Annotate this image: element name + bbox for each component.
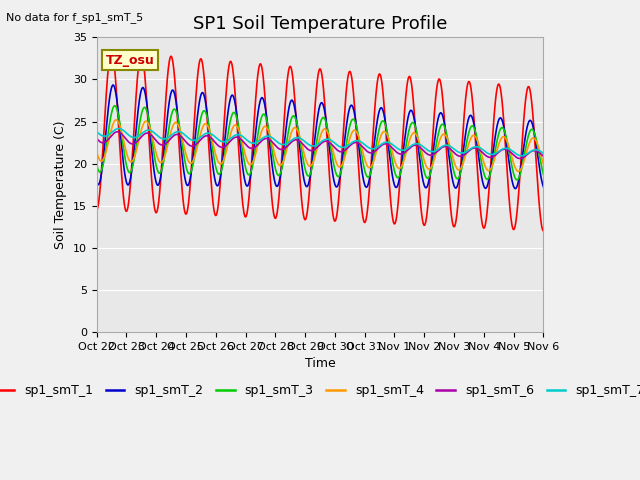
- sp1_smT_4: [487, 166, 495, 172]
- sp1_smT_2: [193, 124, 200, 130]
- sp1_smT_6: [447, 147, 455, 153]
- Line: sp1_smT_1: sp1_smT_1: [97, 51, 543, 231]
- sp1_smT_2: [243, 182, 250, 188]
- sp1_smT_6: [243, 142, 250, 148]
- sp1_smT_7: [93, 129, 100, 134]
- sp1_smT_6: [389, 146, 397, 152]
- sp1_smT_3: [182, 161, 189, 167]
- sp1_smT_1: [389, 216, 397, 222]
- sp1_smT_7: [115, 126, 123, 132]
- sp1_smT_2: [389, 175, 397, 181]
- sp1_smT_6: [93, 135, 100, 141]
- sp1_smT_6: [193, 142, 200, 147]
- sp1_smT_1: [447, 211, 455, 216]
- sp1_smT_2: [540, 184, 547, 190]
- sp1_smT_7: [193, 137, 200, 143]
- sp1_smT_7: [182, 132, 189, 138]
- sp1_smT_3: [513, 177, 521, 183]
- sp1_smT_3: [447, 156, 455, 162]
- sp1_smT_2: [487, 167, 495, 172]
- sp1_smT_4: [112, 117, 120, 123]
- sp1_smT_6: [540, 154, 547, 159]
- sp1_smT_4: [182, 149, 189, 155]
- sp1_smT_4: [447, 149, 455, 155]
- Text: No data for f_sp1_smT_5: No data for f_sp1_smT_5: [6, 12, 143, 23]
- sp1_smT_1: [540, 228, 547, 234]
- Legend: sp1_smT_1, sp1_smT_2, sp1_smT_3, sp1_smT_4, sp1_smT_6, sp1_smT_7: sp1_smT_1, sp1_smT_2, sp1_smT_3, sp1_smT…: [0, 379, 640, 402]
- sp1_smT_4: [389, 151, 397, 157]
- sp1_smT_6: [487, 155, 495, 160]
- sp1_smT_2: [182, 178, 189, 183]
- sp1_smT_3: [389, 161, 397, 167]
- sp1_smT_6: [516, 156, 524, 161]
- sp1_smT_3: [93, 161, 100, 167]
- Line: sp1_smT_4: sp1_smT_4: [97, 120, 543, 171]
- sp1_smT_1: [243, 213, 250, 219]
- sp1_smT_7: [243, 136, 250, 142]
- sp1_smT_3: [111, 103, 119, 108]
- sp1_smT_6: [182, 138, 189, 144]
- sp1_smT_4: [540, 161, 547, 167]
- sp1_smT_3: [487, 170, 495, 176]
- sp1_smT_2: [93, 179, 100, 184]
- sp1_smT_1: [193, 89, 200, 95]
- sp1_smT_1: [93, 207, 100, 213]
- sp1_smT_1: [108, 48, 115, 54]
- sp1_smT_3: [540, 172, 547, 178]
- sp1_smT_3: [243, 168, 250, 173]
- Line: sp1_smT_6: sp1_smT_6: [97, 132, 543, 158]
- sp1_smT_4: [193, 148, 200, 154]
- Line: sp1_smT_2: sp1_smT_2: [97, 85, 543, 189]
- sp1_smT_1: [487, 163, 495, 169]
- sp1_smT_3: [193, 142, 200, 148]
- sp1_smT_7: [447, 144, 455, 150]
- sp1_smT_1: [182, 211, 189, 216]
- Title: SP1 Soil Temperature Profile: SP1 Soil Temperature Profile: [193, 15, 447, 33]
- sp1_smT_4: [243, 155, 250, 161]
- sp1_smT_4: [515, 168, 522, 174]
- sp1_smT_7: [487, 152, 495, 157]
- Line: sp1_smT_3: sp1_smT_3: [97, 106, 543, 180]
- sp1_smT_4: [93, 148, 100, 154]
- sp1_smT_7: [389, 142, 397, 148]
- Line: sp1_smT_7: sp1_smT_7: [97, 129, 543, 156]
- sp1_smT_6: [113, 129, 121, 134]
- X-axis label: Time: Time: [305, 357, 335, 370]
- Y-axis label: Soil Temperature (C): Soil Temperature (C): [54, 120, 67, 249]
- sp1_smT_7: [540, 151, 547, 156]
- sp1_smT_2: [109, 82, 117, 88]
- sp1_smT_2: [447, 169, 455, 175]
- sp1_smT_2: [511, 186, 519, 192]
- sp1_smT_7: [518, 153, 525, 159]
- Text: TZ_osu: TZ_osu: [106, 54, 154, 67]
